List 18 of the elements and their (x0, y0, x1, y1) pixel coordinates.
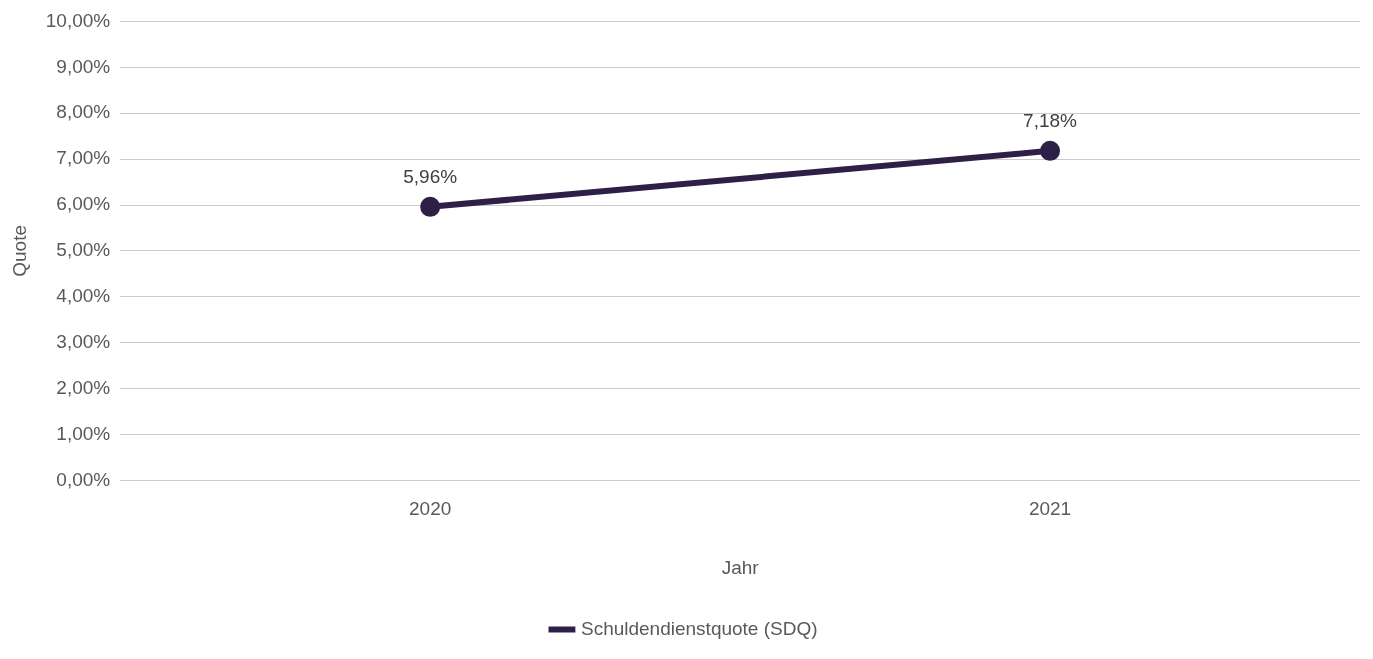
data-label: 7,18% (1023, 109, 1078, 131)
data-label: 5,96% (403, 165, 458, 187)
y-tick-label: 10,00% (45, 9, 111, 31)
y-axis-title: Quote (8, 225, 30, 277)
y-tick-label: 0,00% (56, 468, 111, 490)
legend-label: Schuldendienstquote (SDQ) (580, 617, 818, 639)
y-tick-label: 2,00% (56, 376, 111, 398)
y-tick-label: 3,00% (56, 330, 111, 352)
y-tick-label: 7,00% (56, 147, 111, 169)
y-tick-label: 5,00% (56, 239, 111, 261)
y-tick-label: 8,00% (56, 101, 111, 123)
x-tick-label: 2020 (409, 498, 452, 520)
x-tick-label: 2021 (1028, 498, 1072, 520)
y-tick-label: 1,00% (56, 422, 111, 444)
y-tick-label: 9,00% (56, 55, 111, 77)
y-tick-label: 6,00% (56, 193, 111, 215)
y-tick-label: 4,00% (56, 285, 111, 307)
x-axis-title: Jahr (721, 556, 760, 578)
